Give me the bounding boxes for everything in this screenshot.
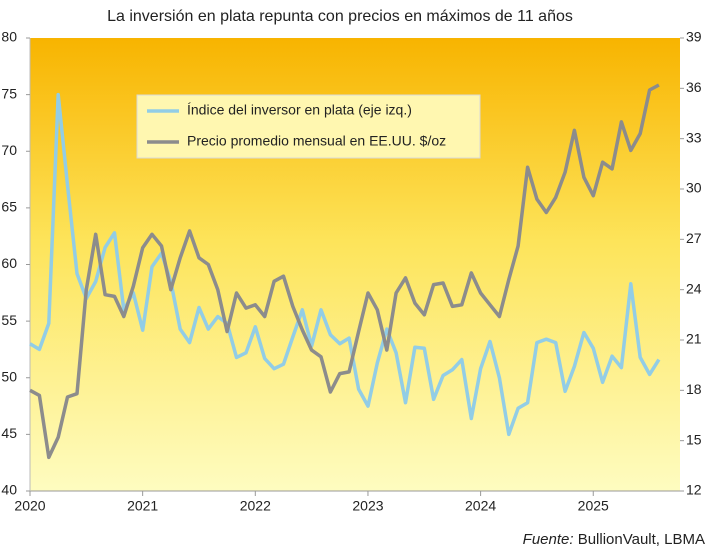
y2-tick-label: 36 (686, 79, 702, 95)
y2-tick-label: 15 (686, 431, 702, 447)
y2-tick-label: 30 (686, 180, 702, 196)
series-line (29, 83, 660, 460)
series-line (29, 92, 661, 437)
x-tick-label: 2023 (352, 498, 383, 514)
legend-box (136, 94, 481, 159)
y-tick-label: 75 (1, 85, 17, 101)
y2-tick-label: 24 (686, 280, 702, 296)
source-label: Fuente: (523, 531, 574, 548)
legend-label: Precio promedio mensual en EE.UU. $/oz (187, 133, 446, 149)
y2-tick-label: 18 (686, 381, 702, 397)
legend-label: Índice del inversor en plata (eje izq.) (187, 102, 412, 118)
y2-tick-label: 12 (686, 482, 702, 498)
y-tick-label: 45 (1, 425, 17, 441)
y-tick-label: 55 (1, 312, 17, 328)
y-tick-label: 70 (1, 142, 17, 158)
y2-tick-label: 21 (686, 331, 702, 347)
y-tick-label: 65 (1, 199, 17, 215)
x-tick-label: 2020 (14, 498, 45, 514)
source: Fuente: BullionVault, LBMA (523, 531, 705, 548)
y2-tick-label: 27 (686, 230, 702, 246)
y-tick-label: 40 (1, 482, 17, 498)
y-tick-label: 50 (1, 368, 17, 384)
y-tick-label: 80 (1, 29, 17, 45)
y2-tick-label: 39 (686, 29, 702, 45)
x-tick-label: 2022 (240, 498, 271, 514)
source-text: BullionVault, LBMA (578, 531, 705, 548)
y-tick-label: 60 (1, 255, 17, 271)
x-tick-label: 2025 (578, 498, 609, 514)
x-tick-label: 2021 (127, 498, 158, 514)
x-tick-label: 2024 (465, 498, 496, 514)
chart-title: La inversión en plata repunta con precio… (107, 8, 573, 25)
y2-tick-label: 33 (686, 129, 702, 145)
